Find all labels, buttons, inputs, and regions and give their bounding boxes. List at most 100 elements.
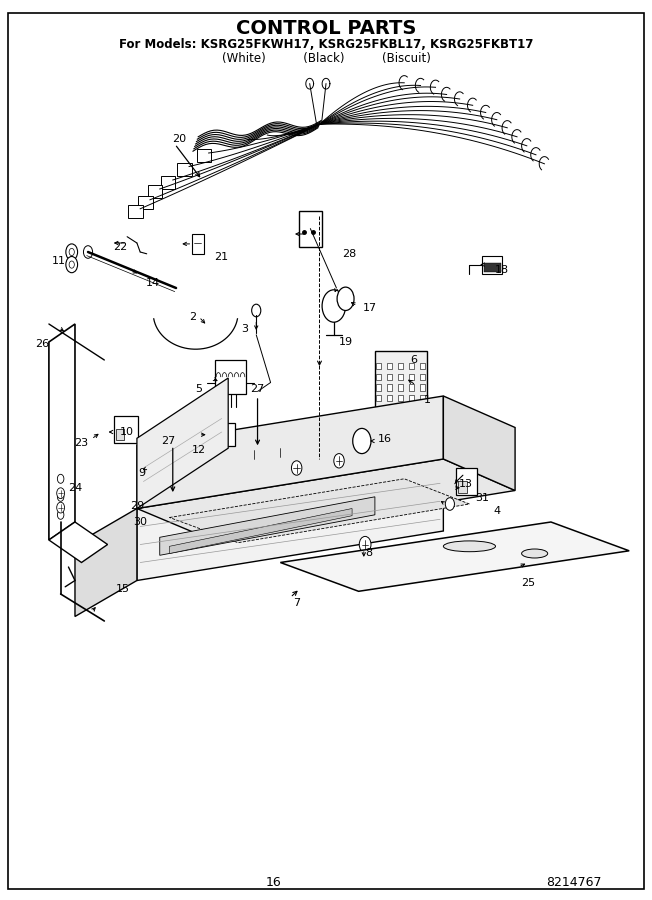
Bar bbox=[211, 430, 220, 443]
Text: 29: 29 bbox=[130, 500, 144, 511]
Polygon shape bbox=[443, 396, 515, 490]
Bar bbox=[376, 363, 381, 369]
Text: 30: 30 bbox=[133, 517, 147, 527]
Text: 16: 16 bbox=[378, 434, 392, 445]
Bar bbox=[376, 395, 381, 401]
Text: 19: 19 bbox=[338, 337, 353, 347]
Polygon shape bbox=[280, 522, 629, 591]
Polygon shape bbox=[137, 459, 515, 540]
FancyBboxPatch shape bbox=[484, 263, 501, 272]
Text: CONTROL PARTS: CONTROL PARTS bbox=[236, 19, 416, 39]
Ellipse shape bbox=[522, 549, 548, 558]
Text: 26: 26 bbox=[35, 338, 50, 349]
Bar bbox=[398, 363, 403, 369]
Bar bbox=[387, 395, 392, 401]
Text: 1: 1 bbox=[424, 395, 430, 406]
Circle shape bbox=[337, 287, 354, 310]
Text: 27: 27 bbox=[250, 383, 265, 394]
Bar bbox=[456, 468, 477, 495]
Bar bbox=[375, 351, 427, 410]
Polygon shape bbox=[137, 459, 443, 580]
Bar bbox=[215, 360, 246, 394]
Polygon shape bbox=[49, 324, 75, 540]
Bar bbox=[387, 363, 392, 369]
Circle shape bbox=[322, 290, 346, 322]
Text: 2: 2 bbox=[189, 311, 196, 322]
Text: 7: 7 bbox=[293, 598, 300, 608]
Text: 5: 5 bbox=[196, 383, 202, 394]
Bar bbox=[209, 423, 235, 446]
Bar bbox=[376, 384, 381, 391]
Circle shape bbox=[66, 244, 78, 260]
Bar bbox=[420, 363, 425, 369]
Text: 27: 27 bbox=[161, 436, 175, 446]
Polygon shape bbox=[49, 522, 108, 562]
Circle shape bbox=[69, 248, 74, 256]
Text: (White)          (Black)          (Biscuit): (White) (Black) (Biscuit) bbox=[222, 52, 430, 65]
Text: 28: 28 bbox=[342, 248, 356, 259]
FancyBboxPatch shape bbox=[192, 234, 204, 254]
Text: 25: 25 bbox=[521, 578, 535, 589]
Ellipse shape bbox=[443, 541, 496, 552]
Polygon shape bbox=[170, 479, 469, 543]
FancyBboxPatch shape bbox=[197, 149, 211, 162]
Circle shape bbox=[69, 261, 74, 268]
Text: 8: 8 bbox=[365, 548, 372, 559]
Bar bbox=[420, 395, 425, 401]
FancyBboxPatch shape bbox=[138, 196, 153, 209]
Circle shape bbox=[66, 256, 78, 273]
Circle shape bbox=[334, 454, 344, 468]
Text: For Models: KSRG25FKWH17, KSRG25FKBL17, KSRG25FKBT17: For Models: KSRG25FKWH17, KSRG25FKBL17, … bbox=[119, 39, 533, 51]
Bar bbox=[387, 384, 392, 391]
FancyBboxPatch shape bbox=[482, 256, 502, 274]
Circle shape bbox=[353, 428, 371, 454]
Text: 3: 3 bbox=[241, 323, 248, 334]
Bar bbox=[116, 429, 124, 440]
Polygon shape bbox=[170, 508, 352, 554]
Circle shape bbox=[57, 510, 64, 519]
FancyBboxPatch shape bbox=[128, 205, 143, 218]
Text: 6: 6 bbox=[411, 355, 417, 365]
Text: 13: 13 bbox=[459, 479, 473, 490]
Text: 20: 20 bbox=[172, 134, 186, 145]
Circle shape bbox=[57, 502, 65, 513]
Bar bbox=[398, 395, 403, 401]
Text: 17: 17 bbox=[363, 302, 378, 313]
Text: 21: 21 bbox=[215, 251, 229, 262]
Polygon shape bbox=[137, 396, 443, 508]
Text: 11: 11 bbox=[52, 256, 66, 266]
Text: 31: 31 bbox=[475, 492, 490, 503]
Circle shape bbox=[252, 304, 261, 317]
Bar bbox=[409, 395, 414, 401]
Bar bbox=[420, 374, 425, 380]
Bar bbox=[409, 384, 414, 391]
Text: 22: 22 bbox=[113, 242, 128, 253]
Bar bbox=[376, 374, 381, 380]
Bar bbox=[114, 416, 138, 443]
Circle shape bbox=[57, 488, 65, 499]
Text: 8214767: 8214767 bbox=[546, 876, 602, 888]
FancyBboxPatch shape bbox=[177, 163, 192, 176]
Text: 4: 4 bbox=[494, 506, 500, 517]
Text: 23: 23 bbox=[74, 437, 89, 448]
Bar bbox=[398, 374, 403, 380]
Bar bbox=[409, 363, 414, 369]
Circle shape bbox=[291, 461, 302, 475]
Circle shape bbox=[57, 492, 64, 501]
Bar bbox=[409, 374, 414, 380]
Text: 16: 16 bbox=[266, 876, 282, 888]
Circle shape bbox=[445, 498, 454, 510]
Circle shape bbox=[57, 474, 64, 483]
Polygon shape bbox=[137, 378, 228, 508]
Bar bbox=[420, 384, 425, 391]
Polygon shape bbox=[75, 508, 137, 616]
Text: 9: 9 bbox=[139, 467, 145, 478]
Text: 12: 12 bbox=[192, 445, 206, 455]
Text: 15: 15 bbox=[115, 584, 130, 595]
Bar bbox=[398, 384, 403, 391]
Bar bbox=[458, 481, 467, 493]
Text: 10: 10 bbox=[120, 427, 134, 437]
FancyBboxPatch shape bbox=[161, 176, 175, 189]
Circle shape bbox=[83, 246, 93, 258]
Bar bbox=[299, 211, 322, 247]
